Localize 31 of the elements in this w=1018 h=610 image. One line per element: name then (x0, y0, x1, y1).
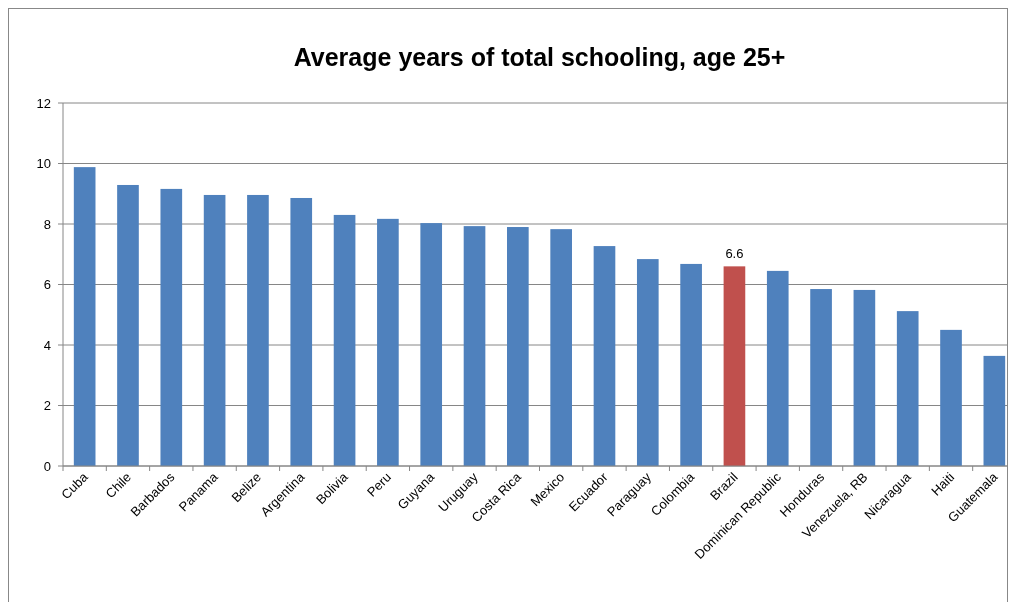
bar (290, 197, 313, 466)
bar (377, 218, 399, 466)
y-tick-label: 8 (43, 216, 51, 232)
bar (117, 184, 139, 466)
bar (73, 167, 96, 466)
bar (983, 355, 1006, 466)
bar (766, 270, 789, 466)
bar (247, 194, 269, 466)
bar (723, 266, 746, 466)
data-label: 6.6 (725, 246, 744, 262)
bar (463, 226, 486, 466)
y-tick-label: 12 (36, 95, 51, 111)
y-tick-label: 2 (43, 398, 51, 414)
bar (940, 329, 962, 466)
bar (160, 188, 183, 466)
y-tick-label: 4 (43, 337, 51, 353)
y-tick-label: 10 (36, 156, 51, 172)
bar (680, 263, 702, 466)
bar (636, 259, 659, 466)
bar (896, 311, 919, 466)
bar (853, 289, 876, 466)
bar (550, 229, 572, 466)
bar (593, 246, 616, 466)
bar (420, 223, 443, 466)
chart-title: Average years of total schooling, age 25+ (293, 43, 786, 71)
y-tick-label: 0 (43, 458, 51, 474)
bar (810, 289, 832, 466)
y-tick-label: 6 (43, 277, 51, 293)
bar (507, 227, 529, 466)
bar (203, 194, 226, 466)
bar (333, 214, 356, 466)
